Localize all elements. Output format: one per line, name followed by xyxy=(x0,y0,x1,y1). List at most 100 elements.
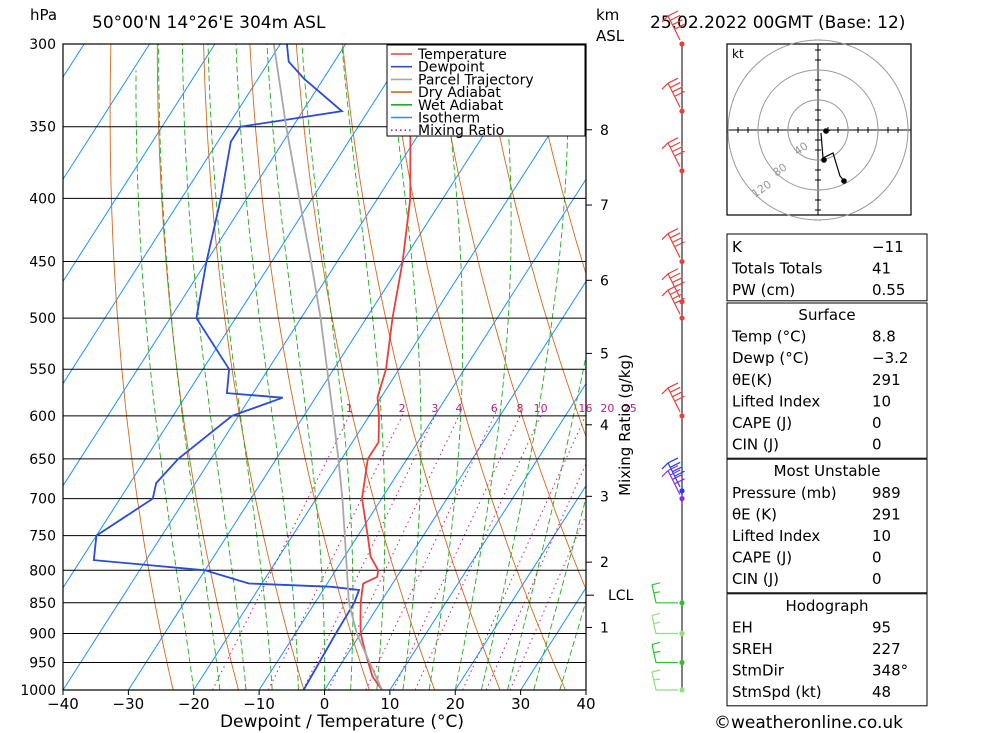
mixing-ratio-line xyxy=(462,413,586,690)
stat-label: CIN (J) xyxy=(732,570,779,588)
barb-flags xyxy=(651,641,661,654)
barb-flag xyxy=(674,241,685,248)
most-unstable-box xyxy=(726,458,928,594)
stat-value: 291 xyxy=(872,371,901,389)
barb-flag xyxy=(672,391,683,398)
wind-level-dot xyxy=(679,168,685,174)
wind-barb xyxy=(661,457,685,488)
x-tick-label: −20 xyxy=(178,695,210,713)
barb-flag xyxy=(661,273,669,281)
isotherm-line xyxy=(63,44,281,385)
dry-adiabat-line xyxy=(945,44,1000,690)
wet-adiabat-line xyxy=(559,599,586,690)
wet-adiabat-line xyxy=(480,44,569,690)
right-axis-title: Mixing Ratio (g/kg) xyxy=(616,354,634,496)
isotherm-line xyxy=(389,382,586,690)
dry-adiabat-line xyxy=(156,44,239,690)
surface-box xyxy=(726,302,928,459)
barb-flag xyxy=(667,228,679,235)
isotherm-line xyxy=(258,178,586,690)
km-tick-label: 4 xyxy=(600,418,609,434)
wind-level-dot xyxy=(679,258,685,265)
barb-flag xyxy=(674,470,685,477)
pressure-tick-label: 400 xyxy=(29,191,56,207)
surface-box-title: Surface xyxy=(798,306,855,324)
barb-staff xyxy=(651,671,678,691)
km-unit-label: km xyxy=(596,6,619,24)
mixing-ratio-line xyxy=(328,411,462,690)
mixing-ratio-line xyxy=(267,411,405,690)
stat-label: SREH xyxy=(732,640,773,658)
hodograph-point xyxy=(841,178,847,184)
wind-level-dot xyxy=(679,496,685,502)
datetime-title: 25.02.2022 00GMT (Base: 12) xyxy=(650,13,905,33)
mixing-ratio-line xyxy=(365,411,497,690)
barb-flags xyxy=(651,582,661,594)
wind-barb xyxy=(661,10,685,41)
stat-label: K xyxy=(732,238,743,256)
barb-flag xyxy=(661,82,669,90)
hodograph-ring xyxy=(727,39,909,221)
stat-label: Dewp (°C) xyxy=(732,349,809,367)
pressure-tick-label: 700 xyxy=(29,492,56,508)
stat-label: Lifted Index xyxy=(732,392,820,410)
barb-flag xyxy=(674,23,685,30)
mixing-ratio-line xyxy=(509,513,586,690)
pressure-tick-label: 350 xyxy=(29,120,56,136)
pressure-tick-label: 750 xyxy=(29,529,56,545)
barb-flag xyxy=(674,395,685,402)
wind-level-dot xyxy=(679,687,685,693)
legend-label: Temperature xyxy=(417,47,507,63)
wind-level-dot xyxy=(679,41,685,47)
x-axis-title: Dewpoint / Temperature (°C) xyxy=(220,712,464,732)
plot-frame xyxy=(62,43,587,691)
wind-barb xyxy=(651,641,678,664)
barb-flag xyxy=(667,268,679,275)
barb-flag xyxy=(669,14,681,21)
pressure-tick-label: 650 xyxy=(29,452,56,468)
wind-level-dot xyxy=(679,600,685,606)
wind-barb xyxy=(661,77,685,108)
wind-barb xyxy=(651,582,678,604)
legend-label: Isotherm xyxy=(418,111,480,127)
stat-value: −3.2 xyxy=(872,349,908,367)
dry-adiabat-line xyxy=(481,44,586,438)
barb-flag xyxy=(672,466,683,473)
hodograph-box xyxy=(726,593,928,707)
barb-staff xyxy=(667,387,681,413)
isotherm-line xyxy=(63,44,412,589)
km-tick-label: 7 xyxy=(600,198,609,214)
x-tick-label: −40 xyxy=(47,695,79,713)
mixing-ratio-line xyxy=(302,411,438,690)
barb-flag xyxy=(674,478,685,485)
indices-box xyxy=(726,233,928,302)
barb-flag xyxy=(661,15,669,23)
wet-adiabat-line xyxy=(181,44,247,690)
barb-flag xyxy=(672,86,683,93)
mixing-ratio-label: 6 xyxy=(491,402,498,415)
wet-adiabat-line xyxy=(387,44,422,690)
stat-value: −11 xyxy=(872,238,904,256)
wind-level-dot xyxy=(679,659,685,666)
wind-barb xyxy=(661,382,685,413)
mixing-ratio-label: 3 xyxy=(431,402,438,415)
km-tick-label: 3 xyxy=(600,489,609,505)
hpa-unit-label: hPa xyxy=(30,6,57,24)
barb-flag xyxy=(674,150,685,157)
credit-text: ©weatheronline.co.uk xyxy=(714,713,903,733)
wind-level-dot xyxy=(679,108,685,114)
barb-flag xyxy=(672,277,683,284)
asl-unit-label: ASL xyxy=(596,27,625,45)
isotherm-line xyxy=(63,44,477,690)
stat-value: 0 xyxy=(872,570,882,588)
wet-adiabat-line xyxy=(158,44,221,690)
wind-level-dot xyxy=(679,413,685,419)
km-tick-label: 5 xyxy=(600,346,609,362)
barb-staff xyxy=(667,15,681,41)
barb-flag xyxy=(661,387,669,395)
wind-level-dot xyxy=(679,299,685,305)
isotherm-line xyxy=(127,44,543,690)
barb-flag xyxy=(667,382,679,389)
mixing-ratio-labels: 1 2 3 4 6 8 10 16 20 25 xyxy=(346,402,637,415)
